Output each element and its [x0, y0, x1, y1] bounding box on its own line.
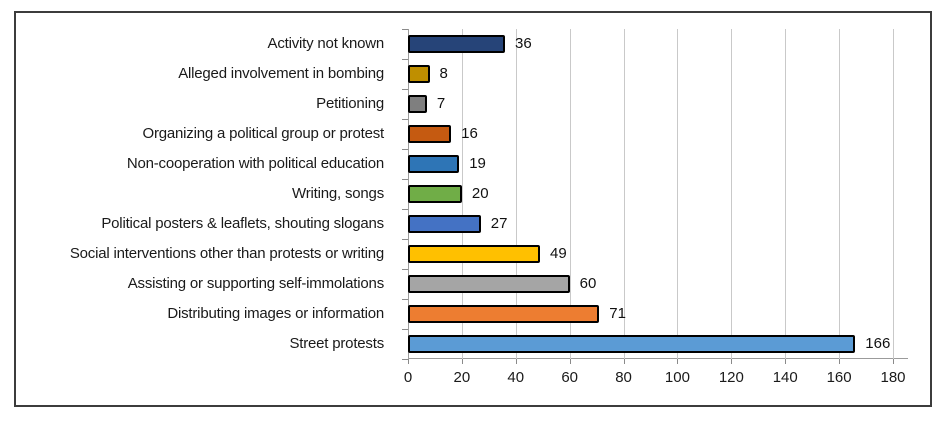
- bar-value-label: 20: [471, 185, 489, 202]
- y-axis-tick: [402, 269, 408, 270]
- bar-value-label: 8: [439, 65, 448, 82]
- bar: [408, 185, 462, 203]
- bar-value-label: 7: [436, 95, 446, 112]
- x-axis-tick: [893, 359, 894, 364]
- x-axis-tick: [408, 359, 409, 364]
- x-tick-label: 100: [664, 369, 690, 386]
- x-axis-tick: [677, 359, 679, 364]
- y-axis-tick: [402, 89, 408, 90]
- x-tick-label: 120: [718, 369, 744, 386]
- gridline: [731, 29, 733, 359]
- category-label: Street protests: [289, 335, 384, 352]
- y-axis-tick: [402, 149, 408, 150]
- x-axis-tick: [839, 359, 841, 364]
- gridline: [569, 29, 571, 359]
- bar: [408, 125, 452, 143]
- y-axis-tick: [402, 359, 408, 360]
- y-axis-tick: [402, 29, 408, 30]
- x-axis-tick: [569, 359, 571, 364]
- gridline: [515, 29, 517, 359]
- category-label: Non-cooperation with political education: [126, 155, 384, 172]
- x-axis-tick: [461, 359, 463, 364]
- x-tick-label: 60: [561, 369, 578, 386]
- bar: [408, 155, 460, 173]
- gridline: [893, 29, 894, 359]
- gridline: [785, 29, 787, 359]
- x-axis-tick: [731, 359, 733, 364]
- y-axis-tick: [402, 59, 408, 60]
- x-tick-label: 140: [772, 369, 798, 386]
- bar-value-label: 36: [515, 35, 532, 52]
- gridline: [623, 29, 625, 359]
- category-label: Social interventions other than protests…: [69, 245, 384, 262]
- x-axis-tick: [623, 359, 625, 364]
- category-label: Activity not known: [267, 35, 385, 52]
- bar-value-label: 71: [609, 305, 626, 322]
- x-tick-label: 80: [615, 369, 632, 386]
- y-axis-tick: [402, 299, 408, 300]
- bar-value-label: 16: [461, 125, 478, 142]
- category-label: Assisting or supporting self-immolations: [127, 275, 384, 292]
- category-label: Political posters & leaflets, shouting s…: [101, 215, 384, 232]
- gridline: [677, 29, 679, 359]
- bar: [408, 335, 856, 353]
- x-tick-label: 20: [453, 369, 471, 386]
- y-axis-tick: [402, 119, 408, 120]
- category-label: Distributing images or information: [167, 305, 384, 322]
- bar: [408, 95, 427, 113]
- bar-value-label: 27: [490, 215, 508, 232]
- bar: [408, 65, 430, 83]
- category-label: Alleged involvement in bombing: [178, 65, 384, 82]
- category-labels: Activity not known Alleged involvement in…: [16, 29, 396, 359]
- bar: [408, 245, 541, 263]
- gridline: [839, 29, 841, 359]
- x-tick-label: 180: [880, 369, 906, 386]
- x-tick-label: 40: [507, 369, 525, 386]
- gridline: [461, 29, 463, 359]
- y-axis-tick: [402, 329, 408, 330]
- bar: [408, 275, 570, 293]
- x-tick-label: 0: [403, 369, 413, 386]
- bar-value-label: 60: [579, 275, 597, 292]
- y-axis-tick: [402, 239, 408, 240]
- bar: [408, 215, 481, 233]
- bar: [408, 35, 505, 53]
- bar-value-label: 166: [865, 335, 891, 352]
- category-label: Writing, songs: [292, 185, 384, 202]
- plot-area: 0 20 40 60 80 100 120 140 160 180 36 8 7 16 19 20 27 49 60…: [402, 29, 908, 386]
- category-label: Organizing a political group or protest: [142, 125, 384, 142]
- x-axis-tick: [515, 359, 517, 364]
- bar-value-label: 49: [550, 245, 567, 262]
- y-axis-tick: [402, 179, 408, 180]
- x-tick-label: 160: [826, 369, 852, 386]
- bar: [408, 305, 600, 323]
- y-axis-tick: [402, 209, 408, 210]
- chart-frame: Activity not known Alleged involvement in…: [14, 11, 932, 407]
- bar-value-label: 19: [469, 155, 486, 172]
- category-label: Petitioning: [316, 95, 384, 112]
- x-axis-tick: [785, 359, 787, 364]
